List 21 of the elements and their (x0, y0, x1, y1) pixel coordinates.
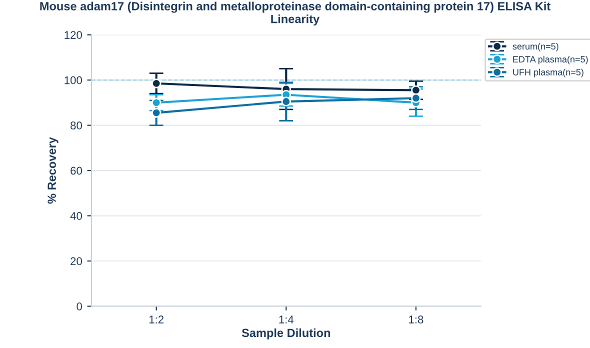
point (151, 78, 162, 88)
chart-title: Mouse adam17 (Disintegrin and metalloproteinase domain-containing protein 17) ELISA Kit Linearity (40, 2, 550, 26)
x-tick-label: 1:2 (149, 316, 164, 324)
y-tick-label: 0 (76, 302, 82, 310)
point (281, 96, 292, 106)
legend-label: EDTA plasma(n=5) (513, 56, 588, 64)
legend-label: UFH plasma(n=5) (513, 68, 584, 78)
x-tick-label: 1:8 (409, 316, 424, 324)
legend-label: serum(n=5) (512, 42, 558, 52)
point (151, 98, 162, 108)
y-tick-label: 60 (70, 166, 82, 175)
x-axis-title: Sample Dilution (242, 328, 330, 340)
point (151, 108, 162, 118)
y-tick-label: 80 (70, 122, 82, 130)
y-tick-label: 20 (70, 257, 82, 266)
y-tick-label: 120 (64, 31, 82, 39)
y-axis-title: % Recovery (48, 137, 58, 204)
y-tick-label: 40 (70, 212, 82, 220)
y-tick-label: 100 (64, 76, 82, 84)
x-tick-label: 1:4 (279, 316, 294, 324)
point (411, 93, 421, 103)
